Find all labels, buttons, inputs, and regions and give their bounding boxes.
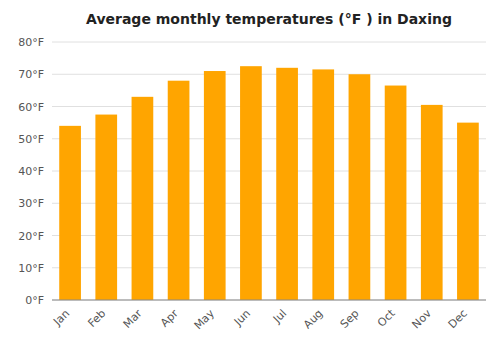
grid-line	[52, 42, 486, 43]
x-tick-label: Jan	[50, 307, 72, 329]
y-tick-label: 30°F	[18, 197, 44, 210]
page: {"chart_data": {"type": "bar", "title": …	[0, 0, 500, 350]
bar	[59, 126, 81, 300]
x-tick-label: Jun	[231, 307, 253, 329]
y-tick-label: 60°F	[18, 101, 44, 114]
bar	[95, 115, 117, 300]
bar	[132, 97, 154, 300]
x-tick-label: Jul	[270, 307, 289, 326]
y-tick-label: 10°F	[18, 262, 44, 275]
bar	[168, 81, 190, 300]
chart-svg: Average monthly temperatures (°F ) in Da…	[0, 0, 500, 350]
bar	[312, 69, 334, 300]
x-axis-line	[52, 300, 486, 301]
bar	[385, 86, 407, 300]
x-tick-label: May	[192, 307, 218, 333]
x-tick-label: Nov	[409, 307, 434, 332]
chart-title: Average monthly temperatures (°F ) in Da…	[86, 11, 452, 27]
x-axis: Jan Feb Mar Apr May Jun Jul Aug Sep Oct Nov Dec	[50, 300, 486, 332]
y-tick-label: 40°F	[18, 165, 44, 178]
y-tick-label: 50°F	[18, 133, 44, 146]
grid	[52, 42, 486, 300]
y-tick-label: 0°F	[25, 294, 44, 307]
chart-container: Average monthly temperatures (°F ) in Da…	[0, 0, 500, 350]
y-tick-label: 20°F	[18, 230, 44, 243]
x-tick-label: Sep	[338, 307, 362, 331]
bar	[240, 66, 262, 300]
y-tick-label: 80°F	[18, 36, 44, 49]
grid-line	[52, 300, 486, 301]
grid-line	[52, 74, 486, 75]
y-tick-label: 70°F	[18, 68, 44, 81]
bars	[59, 66, 479, 300]
x-tick-label: Apr	[158, 307, 181, 330]
x-tick-label: Mar	[121, 307, 145, 331]
x-tick-label: Feb	[85, 307, 108, 330]
x-tick-label: Oct	[375, 306, 398, 329]
y-axis: 0°F 10°F 20°F 30°F 40°F 50°F 60°F 70°F 80°F	[18, 36, 44, 307]
bar	[276, 68, 298, 300]
bar	[421, 105, 443, 300]
bar	[204, 71, 226, 300]
x-tick-label: Dec	[446, 307, 470, 331]
bar	[457, 123, 479, 300]
x-tick-label: Aug	[301, 307, 325, 331]
bar	[349, 74, 371, 300]
